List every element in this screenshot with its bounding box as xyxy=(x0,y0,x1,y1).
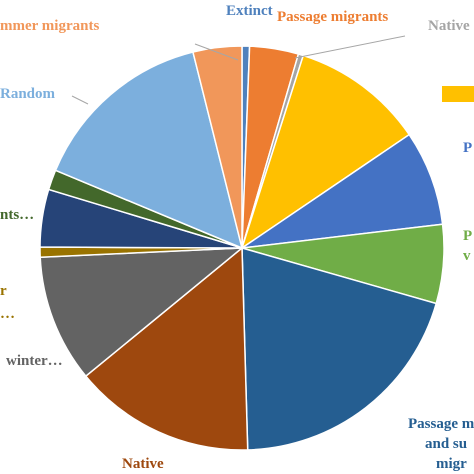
slice-label-left-r: r xyxy=(0,283,7,299)
slice-label-p1: P xyxy=(463,140,472,156)
slice-label-p2a: P xyxy=(463,228,472,244)
slice-label-winter: winter… xyxy=(6,353,63,369)
pie-slice-6 xyxy=(241,246,438,451)
pie-slice-13 xyxy=(192,45,243,249)
pie-slice-8 xyxy=(39,247,245,378)
slice-label-native-top: Native xyxy=(428,18,470,34)
slice-label-passage: Passage migrants xyxy=(277,9,388,25)
slice-label-left-dots: … xyxy=(0,306,15,322)
slice-label-extinct: Extinct xyxy=(226,3,273,19)
slice-label-summer: mmer migrants xyxy=(0,18,99,34)
leader-line-0 xyxy=(194,43,239,61)
leader-line-2 xyxy=(71,95,89,105)
slice-label-native-bottom: Native xyxy=(122,456,164,472)
slice-label-random: Random xyxy=(0,86,56,102)
pie-slice-4 xyxy=(241,133,444,249)
pie-slice-7 xyxy=(84,246,249,451)
pie-slice-12 xyxy=(54,51,244,250)
slice-label-passage-summer-2: and su xyxy=(425,436,467,452)
slice-label-p2b: v xyxy=(463,248,471,264)
slice-label-yellow-fragment xyxy=(442,86,474,102)
leader-lines xyxy=(71,35,406,105)
slice-label-passage-summer-1: Passage m xyxy=(408,416,474,432)
leader-line-1 xyxy=(294,35,406,59)
slice-label-left-nts: nts… xyxy=(0,207,34,223)
pie-slice-3 xyxy=(240,54,411,250)
slice-label-passage-summer-3: migr xyxy=(436,456,467,472)
slice-labels: Extinct Passage migrants Native mmer migran… xyxy=(0,3,474,472)
pie-slices xyxy=(39,45,445,451)
